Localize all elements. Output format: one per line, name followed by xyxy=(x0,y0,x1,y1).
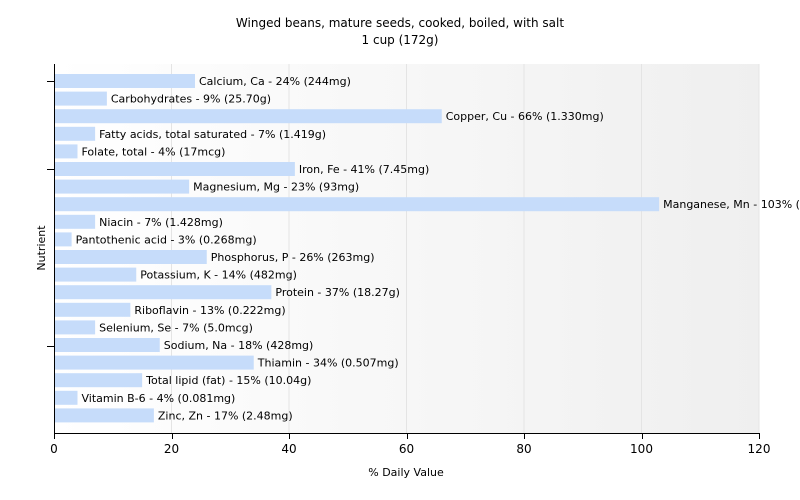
bar-label: Selenium, Se - 7% (5.0mcg) xyxy=(99,321,253,334)
x-axis-label: % Daily Value xyxy=(368,466,444,479)
bar xyxy=(54,285,272,300)
bar-label: Total lipid (fat) - 15% (10.04g) xyxy=(145,374,311,387)
x-tick-label: 60 xyxy=(399,442,414,456)
bar xyxy=(54,390,78,405)
bar-label: Zinc, Zn - 17% (2.48mg) xyxy=(158,409,293,422)
bar-label: Copper, Cu - 66% (1.330mg) xyxy=(446,110,604,123)
bar xyxy=(54,250,207,264)
bar-label: Vitamin B-6 - 4% (0.081mg) xyxy=(82,392,236,405)
x-tick-label: 120 xyxy=(748,442,771,456)
bar xyxy=(54,91,107,106)
bar-label: Carbohydrates - 9% (25.70g) xyxy=(111,93,271,106)
bar xyxy=(54,179,190,194)
x-tick-label: 20 xyxy=(164,442,179,456)
y-axis-label: Nutrient xyxy=(35,225,48,271)
bar xyxy=(54,355,254,370)
bar xyxy=(54,408,154,423)
x-tick-label: 100 xyxy=(630,442,653,456)
bar xyxy=(54,320,96,335)
x-tick-label: 0 xyxy=(50,442,58,456)
axes: 0 20 40 60 80 100 120 xyxy=(47,64,770,456)
bar-label: Potassium, K - 14% (482mg) xyxy=(140,269,297,282)
chart-title: Winged beans, mature seeds, cooked, boil… xyxy=(236,16,564,30)
bar-label: Iron, Fe - 41% (7.45mg) xyxy=(299,163,429,176)
bar-label: Folate, total - 4% (17mcg) xyxy=(82,145,226,158)
bar-label: Sodium, Na - 18% (428mg) xyxy=(164,339,314,352)
bar xyxy=(54,162,295,176)
bar xyxy=(54,109,442,124)
bar-label: Pantothenic acid - 3% (0.268mg) xyxy=(76,233,257,246)
x-tick-label: 80 xyxy=(516,442,531,456)
bar-label: Niacin - 7% (1.428mg) xyxy=(99,216,223,229)
bar xyxy=(54,197,660,212)
bar-label: Protein - 37% (18.27g) xyxy=(275,286,400,299)
bar xyxy=(54,144,78,159)
bar-label: Magnesium, Mg - 23% (93mg) xyxy=(193,181,359,194)
bar-label: Riboflavin - 13% (0.222mg) xyxy=(134,304,285,317)
bar xyxy=(54,214,96,229)
bar xyxy=(54,74,195,88)
bar-label: Thiamin - 34% (0.507mg) xyxy=(257,357,399,370)
bar-label: Calcium, Ca - 24% (244mg) xyxy=(199,75,351,88)
bar-label: Phosphorus, P - 26% (263mg) xyxy=(211,251,375,264)
bar xyxy=(54,267,137,282)
x-tick-label: 40 xyxy=(281,442,296,456)
bar xyxy=(54,232,72,247)
chart-subtitle: 1 cup (172g) xyxy=(362,33,439,47)
bar xyxy=(54,338,160,352)
gridlines xyxy=(171,64,760,433)
bar xyxy=(54,373,143,388)
bar-label: Manganese, Mn - 103% (2.062mg) xyxy=(663,198,800,211)
bar-label: Fatty acids, total saturated - 7% (1.419… xyxy=(99,128,326,141)
bar xyxy=(54,302,131,317)
bars: Calcium, Ca - 24% (244mg) Carbohydrates -… xyxy=(54,74,800,423)
bar xyxy=(54,126,96,141)
